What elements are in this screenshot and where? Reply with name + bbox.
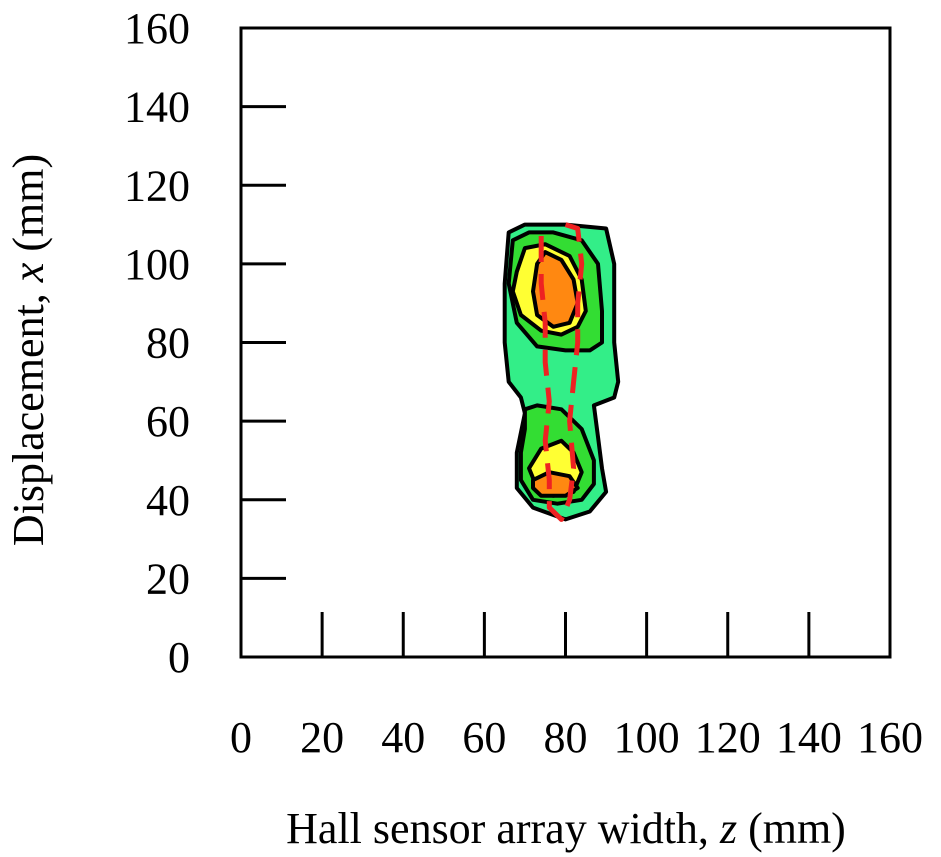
x-tick-label: 140: [776, 713, 842, 762]
dashed-outline-layer: [538, 222, 585, 522]
y-tick-label: 160: [124, 4, 190, 53]
x-tick-label: 100: [614, 713, 680, 762]
x-tick-label: 0: [230, 713, 252, 762]
y-tick-label: 60: [146, 397, 190, 446]
x-axis-title: Hall sensor array width, z (mm): [286, 804, 846, 853]
x-tick-label: 40: [381, 713, 425, 762]
dashed-outline: [538, 222, 585, 522]
x-axis-ticks: 0 20 40 60 80 100 120 140 160: [230, 612, 923, 762]
y-tick-label: 100: [124, 240, 190, 289]
x-tick-label: 20: [300, 713, 344, 762]
contour-regions: [502, 222, 621, 522]
y-axis-title-text: Displacement,: [4, 293, 53, 546]
y-axis-title: Displacement, x (mm): [4, 154, 53, 546]
y-tick-label: 80: [146, 319, 190, 368]
y-tick-label: 40: [146, 476, 190, 525]
x-tick-label: 160: [857, 713, 923, 762]
x-axis-title-variable: z: [719, 804, 737, 853]
x-axis-title-text: Hall sensor array width,: [286, 804, 709, 853]
y-tick-label: 0: [168, 633, 190, 682]
x-tick-label: 80: [544, 713, 588, 762]
y-axis-title-unit: (mm): [4, 154, 53, 252]
contour-region-level-4: [531, 250, 580, 329]
y-tick-label: 120: [124, 161, 190, 210]
y-axis-title-variable: x: [4, 262, 53, 283]
x-tick-label: 60: [462, 713, 506, 762]
y-axis-ticks: 0 20 40 60 80 100 120 140 160: [124, 4, 286, 682]
y-tick-label: 20: [146, 554, 190, 603]
x-tick-label: 120: [695, 713, 761, 762]
x-axis-title-unit: (mm): [748, 804, 846, 853]
y-tick-label: 140: [124, 83, 190, 132]
